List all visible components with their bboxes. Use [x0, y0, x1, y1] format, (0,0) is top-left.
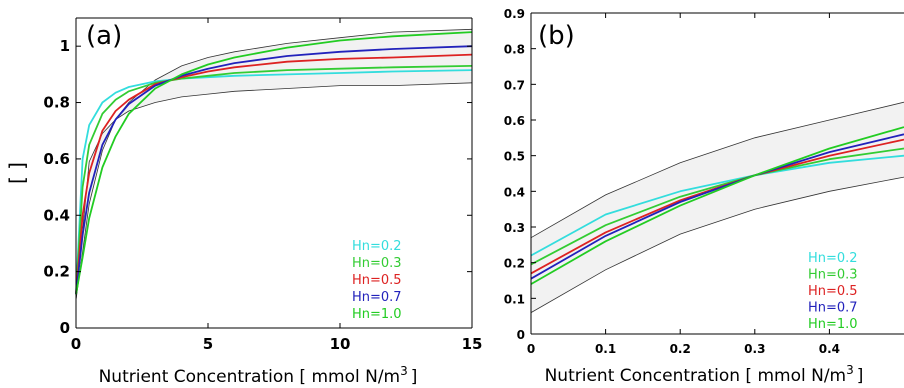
x-tick-label: 10	[330, 335, 351, 353]
y-tick-label: 0.2	[504, 257, 525, 271]
envelope-lower-line	[530, 176, 904, 313]
y-tick-label: 0.8	[43, 94, 70, 112]
envelope-upper-line	[75, 28, 473, 300]
envelope-upper-line	[530, 101, 904, 239]
x-axis-label-close: ]	[857, 366, 864, 386]
legend-entry: Hn=0.2	[352, 239, 402, 254]
y-tick-label: 0.2	[43, 263, 70, 281]
series-line-hn-0-7	[530, 133, 904, 280]
legend-entry: Hn=1.0	[808, 317, 858, 332]
legend-entry: Hn=0.5	[808, 284, 858, 299]
y-tick-label: 0.7	[504, 78, 525, 92]
series-line-hn-1-0	[75, 31, 473, 295]
y-tick-label: 0.5	[504, 150, 525, 164]
legend-entry: Hn=1.0	[352, 307, 402, 322]
x-tick-label: 0.2	[670, 342, 691, 356]
envelope-band	[76, 29, 472, 300]
y-tick-label: 0.8	[504, 43, 525, 57]
y-tick-label: 0.6	[43, 150, 70, 168]
x-axis-label-main: Nutrient Concentration [ mmol N/m	[545, 366, 847, 386]
series-line-hn-0-5	[75, 53, 473, 295]
x-axis-label-close: ]	[411, 367, 418, 387]
series-line-hn-0-2	[530, 154, 904, 257]
x-tick-label: 0.1	[595, 342, 616, 356]
x-tick-label: 15	[462, 335, 483, 353]
x-tick-label: 0.4	[819, 342, 840, 356]
legend-entry: Hn=0.7	[808, 301, 858, 316]
y-tick-label: 0.3	[504, 221, 525, 235]
x-tick-label: 5	[203, 335, 213, 353]
series-line-hn-0-3	[530, 147, 904, 266]
y-tick-label: 0.9	[504, 7, 525, 21]
y-tick-label: 0.6	[504, 114, 525, 128]
legend-entry: Hn=0.2	[808, 251, 858, 266]
panel-label: (b)	[538, 21, 575, 51]
y-tick-label: 0.4	[504, 185, 525, 199]
envelope-lower-line	[75, 82, 473, 300]
legend-entry: Hn=0.3	[352, 256, 402, 271]
legend-entry: Hn=0.3	[808, 268, 858, 283]
y-tick-label: 1	[60, 37, 70, 55]
panel-label: (a)	[86, 21, 122, 51]
x-axis-label-superscript: 3	[846, 363, 854, 377]
y-tick-label: 0.1	[504, 292, 525, 306]
x-axis-label: Nutrient Concentration [ mmol N/m3]	[99, 364, 418, 387]
x-tick-label: 0.3	[744, 342, 765, 356]
legend-entry: Hn=0.5	[352, 273, 402, 288]
x-axis-label-superscript: 3	[400, 364, 408, 378]
y-tick-label: 0.4	[43, 206, 70, 224]
y-tick-label: 0	[60, 319, 70, 337]
x-tick-label: 0	[527, 342, 535, 356]
legend-entry: Hn=0.7	[352, 290, 402, 305]
y-axis-label: [ ]	[5, 162, 29, 184]
x-axis-label-main: Nutrient Concentration [ mmol N/m	[99, 367, 401, 387]
series-line-hn-1-0	[530, 126, 904, 285]
x-axis-label: Nutrient Concentration [ mmol N/m3]	[545, 363, 864, 386]
x-tick-label: 0	[71, 335, 81, 353]
panel-b: 0 0.1 0.2 0.3 0.4 0.5 0.6 0.7 0.8 0.9 0 0.1 0.2 0.3 0.…	[504, 7, 904, 386]
y-tick-label: 0	[517, 328, 525, 342]
